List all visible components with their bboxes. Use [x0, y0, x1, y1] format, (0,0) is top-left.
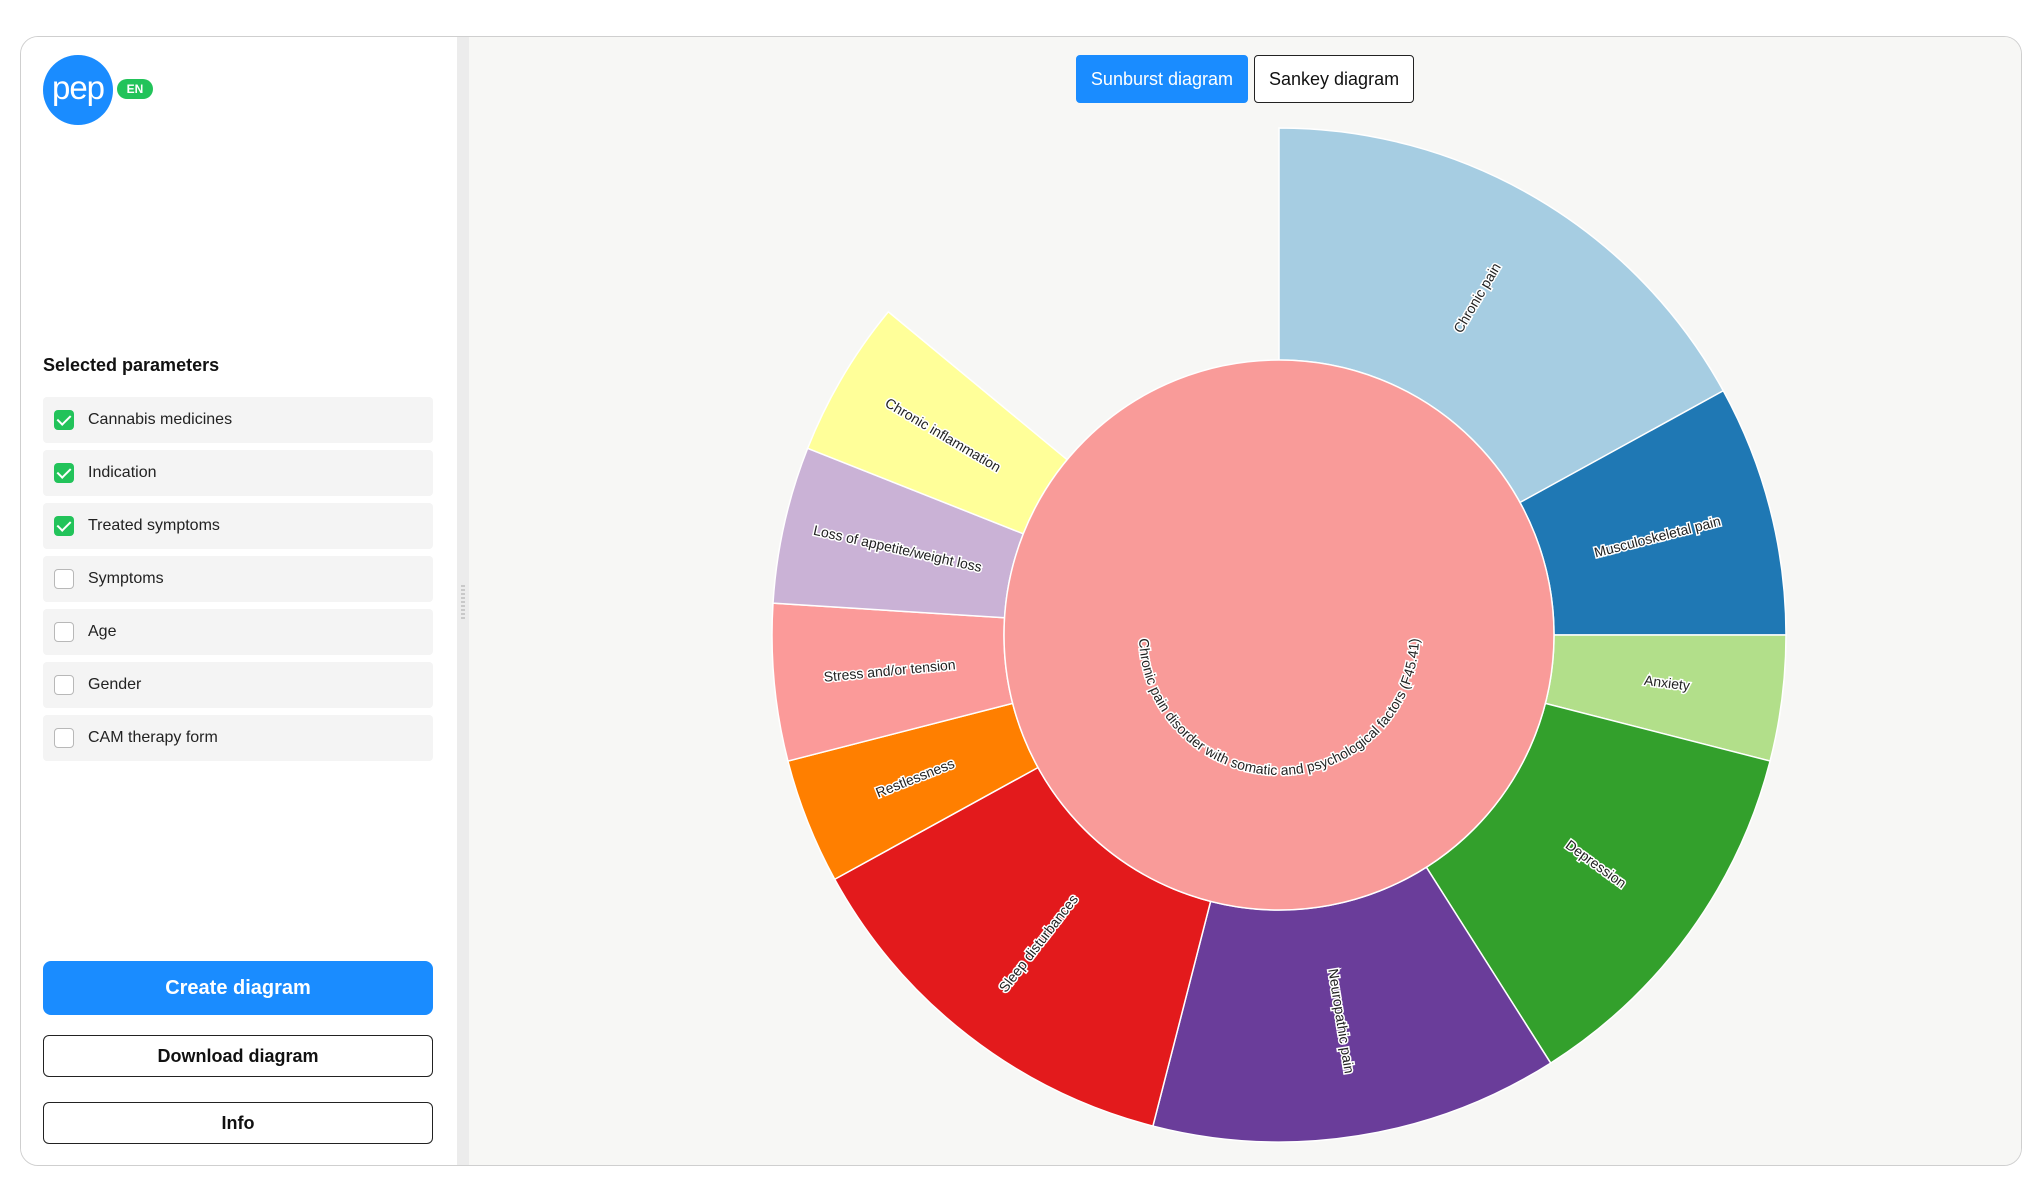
language-badge[interactable]: EN: [117, 79, 153, 99]
checkbox-icon[interactable]: [54, 622, 74, 642]
create-diagram-button[interactable]: Create diagram: [43, 961, 433, 1015]
diagram-type-tabs: Sunburst diagram Sankey diagram: [469, 55, 2021, 103]
sidebar: pep EN Selected parameters Cannabis medi…: [21, 37, 457, 1165]
drag-grip-icon[interactable]: [461, 585, 465, 619]
diagram-area: Sunburst diagram Sankey diagram Chronic p…: [469, 37, 2021, 1165]
sunburst-center-segment[interactable]: [1003, 359, 1555, 911]
selected-parameters-title: Selected parameters: [43, 355, 220, 375]
parameter-list: Cannabis medicines Indication Treated sy…: [43, 397, 433, 768]
param-label: Age: [88, 623, 117, 640]
param-label: Gender: [88, 676, 142, 693]
param-label: Indication: [88, 464, 157, 481]
param-label: Cannabis medicines: [88, 411, 233, 428]
param-label: Treated symptoms: [88, 517, 220, 534]
param-cam-therapy-form[interactable]: CAM therapy form: [43, 715, 433, 761]
checkbox-icon[interactable]: [54, 516, 74, 536]
checkbox-icon[interactable]: [54, 675, 74, 695]
panel-resize-handle[interactable]: [457, 37, 469, 1165]
param-label: Symptoms: [88, 570, 164, 587]
checkbox-icon[interactable]: [54, 410, 74, 430]
checkbox-icon[interactable]: [54, 569, 74, 589]
param-gender[interactable]: Gender: [43, 662, 433, 708]
checkbox-icon[interactable]: [54, 728, 74, 748]
checkbox-icon[interactable]: [54, 463, 74, 483]
param-label: CAM therapy form: [88, 729, 218, 746]
download-diagram-button[interactable]: Download diagram: [43, 1035, 433, 1077]
tab-sankey-diagram[interactable]: Sankey diagram: [1254, 55, 1415, 103]
param-indication[interactable]: Indication: [43, 450, 433, 496]
param-symptoms[interactable]: Symptoms: [43, 556, 433, 602]
param-age[interactable]: Age: [43, 609, 433, 655]
app-window: pep EN Selected parameters Cannabis medi…: [20, 36, 2022, 1166]
tab-sunburst-diagram[interactable]: Sunburst diagram: [1075, 55, 1248, 103]
param-treated-symptoms[interactable]: Treated symptoms: [43, 503, 433, 549]
sunburst-chart: Chronic pain disorder with somatic and p…: [771, 127, 1787, 1143]
info-button[interactable]: Info: [43, 1102, 433, 1144]
param-cannabis-medicines[interactable]: Cannabis medicines: [43, 397, 433, 443]
pep-logo: pep: [43, 55, 113, 125]
